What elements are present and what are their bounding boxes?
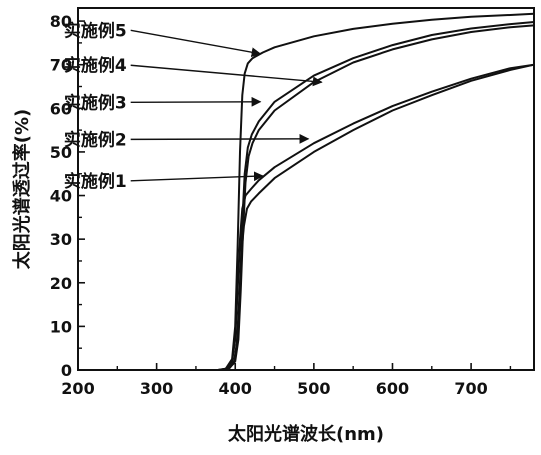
x-tick-label: 200 <box>61 379 94 398</box>
series-annotation-label-4: 实施例2 <box>64 129 127 150</box>
y-tick-label: 60 <box>50 99 72 118</box>
y-tick-label: 20 <box>50 274 72 293</box>
annotation-arrow-1 <box>130 29 262 58</box>
x-tick-label: 500 <box>297 379 330 398</box>
x-tick-label: 600 <box>376 379 409 398</box>
series-line-2 <box>78 63 535 371</box>
annotation-arrow-4 <box>130 133 310 144</box>
annotation-arrow-5 <box>130 171 264 182</box>
series-annotation-label-5: 实施例1 <box>64 171 127 192</box>
annotation-arrow-3 <box>130 96 262 107</box>
x-tick-label: 400 <box>219 379 252 398</box>
series-annotation-label-3: 实施例3 <box>64 92 127 113</box>
y-tick-label: 80 <box>50 12 72 31</box>
series-line-5 <box>78 12 535 371</box>
x-tick-label: 700 <box>454 379 487 398</box>
series-annotation-label-1: 实施例5 <box>64 20 127 41</box>
annotation-arrow-2 <box>130 64 323 87</box>
series-annotation-label-2: 实施例4 <box>64 55 127 76</box>
series-line-4 <box>78 21 535 371</box>
plot-frame <box>77 7 535 371</box>
y-tick-label: 10 <box>50 317 72 336</box>
y-tick-label: 40 <box>50 187 72 206</box>
x-tick-label: 300 <box>140 379 173 398</box>
y-tick-label: 30 <box>50 230 72 249</box>
y-tick-label: 70 <box>50 56 72 75</box>
y-tick-label: 0 <box>61 361 72 380</box>
y-tick-label: 50 <box>50 143 72 162</box>
series-line-3 <box>78 24 535 371</box>
y-axis-title: 太阳光谱透过率(%) <box>11 109 33 270</box>
series-line-1 <box>78 63 535 371</box>
x-axis-title: 太阳光谱波长(nm) <box>228 423 384 445</box>
